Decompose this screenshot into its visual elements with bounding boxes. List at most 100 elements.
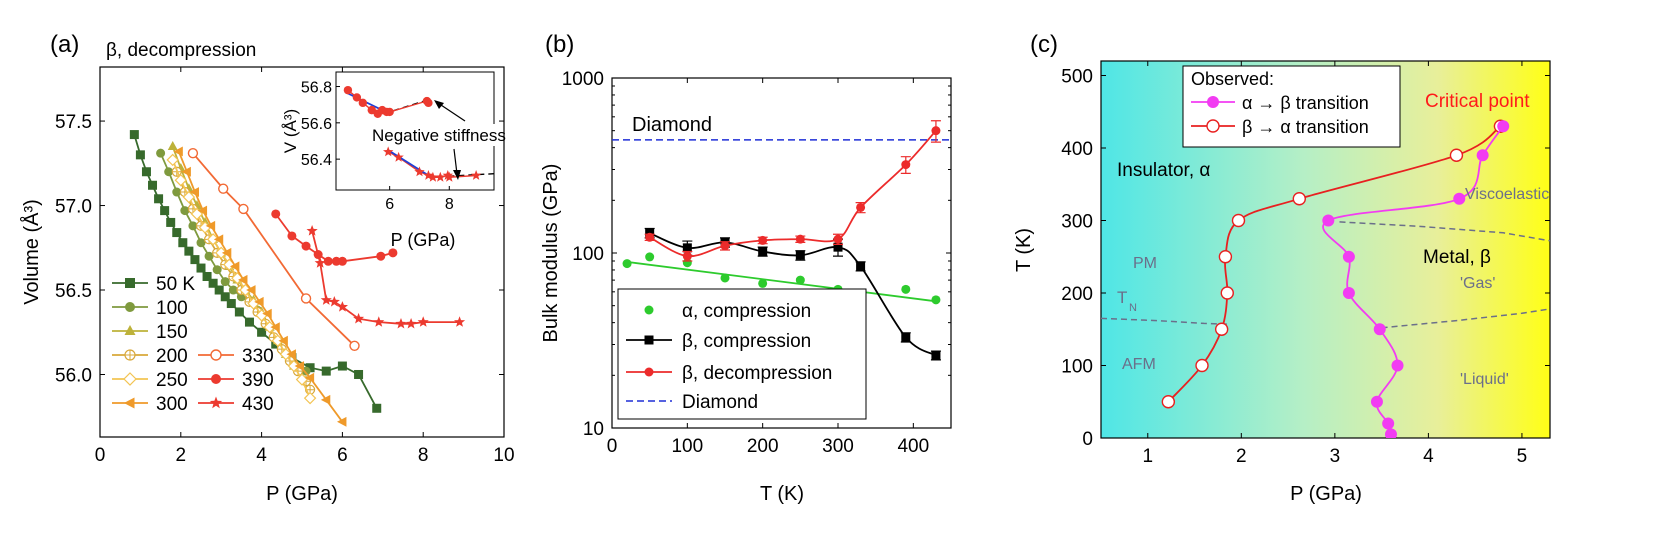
x-tick-label: 0 xyxy=(95,445,106,466)
data-point xyxy=(901,332,911,342)
data-point xyxy=(166,153,179,167)
region-label: Viscoelastic xyxy=(1465,186,1549,203)
inset-y-tick-label: 56.6 xyxy=(301,116,332,133)
data-point xyxy=(901,160,911,170)
annotation-arrow-2 xyxy=(453,148,458,175)
x-tick-label: 2 xyxy=(176,445,187,466)
inset-data-point xyxy=(427,171,439,182)
data-point xyxy=(1322,214,1335,227)
region-label: 'Gas' xyxy=(1460,275,1495,292)
series-8 xyxy=(306,225,466,329)
data-point xyxy=(1218,250,1233,264)
data-point xyxy=(1449,148,1464,162)
data-point xyxy=(720,273,730,283)
data-point xyxy=(173,146,183,157)
y-tick-label: 56.0 xyxy=(55,365,92,386)
legend-label: β, compression xyxy=(682,331,811,352)
data-point xyxy=(196,263,206,273)
legend-marker xyxy=(1207,96,1219,108)
legend-label: 430 xyxy=(242,394,274,415)
x-tick-label: 10 xyxy=(493,445,514,466)
legend-marker xyxy=(125,278,135,288)
legend-marker xyxy=(644,335,654,345)
data-point xyxy=(208,278,218,288)
data-point xyxy=(372,403,382,413)
data-point xyxy=(212,265,222,275)
data-point xyxy=(271,334,285,347)
x-tick-label: 0 xyxy=(607,436,618,457)
inset-annotation-bg xyxy=(370,124,498,146)
data-point xyxy=(164,167,174,177)
x-tick-label: 1 xyxy=(1142,446,1153,467)
x-tick-label: 400 xyxy=(897,436,929,457)
inset-y-label: V (Å³) xyxy=(281,109,300,153)
inset-data-point xyxy=(385,107,394,117)
annotation-arrowhead-2 xyxy=(453,170,461,180)
y-tick-label: 57.5 xyxy=(55,112,92,133)
inset-data-point xyxy=(424,98,433,108)
inset-y-tick-label: 56.4 xyxy=(301,152,332,169)
data-point xyxy=(645,252,655,262)
inset-x-tick-label: 6 xyxy=(385,196,394,213)
data-point xyxy=(320,394,331,405)
data-point xyxy=(303,391,317,405)
annotation-arrowhead-1 xyxy=(434,100,444,109)
panel-label: (c) xyxy=(1030,31,1058,58)
critical-point-label: Critical point xyxy=(1425,91,1530,112)
legend-marker xyxy=(124,325,136,335)
data-point xyxy=(246,285,256,295)
inset-data-point xyxy=(435,171,446,182)
x-tick-label: 100 xyxy=(671,436,703,457)
x-axis-label: T (K) xyxy=(760,483,804,505)
data-point xyxy=(180,206,190,216)
inset-data-point xyxy=(343,85,353,95)
legend-marker xyxy=(644,305,654,315)
inset-data-point xyxy=(444,171,455,182)
data-point xyxy=(300,293,312,304)
data-point xyxy=(901,284,911,294)
region-label: PM xyxy=(1133,255,1157,272)
data-point xyxy=(257,327,267,337)
data-point xyxy=(228,285,238,295)
data-point xyxy=(287,231,297,241)
region-label: Insulator, α xyxy=(1117,160,1210,181)
data-point xyxy=(218,183,229,194)
data-point xyxy=(795,250,805,260)
data-point xyxy=(238,274,248,285)
legend-marker xyxy=(124,349,136,361)
legend-marker xyxy=(210,349,222,361)
region-label-tn-sub: N xyxy=(1129,302,1137,314)
plot-area xyxy=(1101,119,1550,438)
y-tick-label: 56.5 xyxy=(55,281,92,302)
data-point xyxy=(141,167,151,177)
legend-box xyxy=(1182,65,1401,148)
data-point xyxy=(1384,428,1397,438)
panel-label: (a) xyxy=(50,31,79,58)
data-point xyxy=(1195,358,1209,373)
data-point xyxy=(286,349,296,360)
data-point xyxy=(454,316,466,327)
data-point xyxy=(320,294,332,305)
data-point xyxy=(405,318,417,329)
legend-label: 200 xyxy=(156,346,188,367)
data-point xyxy=(244,317,254,327)
y-axis-label: Volume (Å³) xyxy=(20,199,43,305)
series-5 xyxy=(173,146,347,427)
inset: 6 8 56.4 56.6 56.8 P (GPa) V (Å³) Negative stif… xyxy=(281,71,506,250)
inset-data-point xyxy=(414,166,425,177)
data-point xyxy=(337,416,347,427)
data-point xyxy=(1391,359,1404,372)
smooth-curve xyxy=(649,130,937,258)
data-point xyxy=(321,366,331,376)
data-point xyxy=(1342,287,1355,299)
data-point xyxy=(304,372,315,383)
data-point xyxy=(795,234,805,244)
data-point xyxy=(278,335,288,346)
y-tick-label: 10 xyxy=(583,419,604,440)
data-point xyxy=(178,238,188,248)
legend-marker-cross xyxy=(125,350,135,360)
data-point xyxy=(931,126,941,136)
y-axis-label: Bulk modulus (GPa) xyxy=(540,164,562,343)
data-point xyxy=(1342,250,1355,263)
